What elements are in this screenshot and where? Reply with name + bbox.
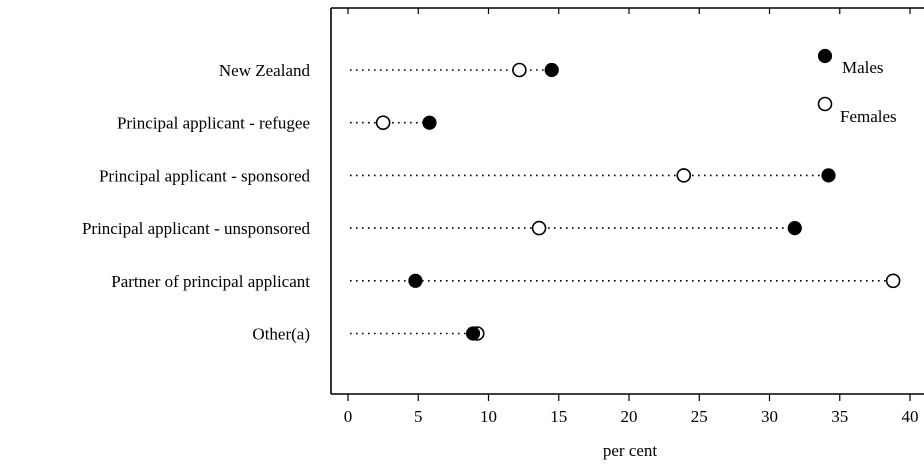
legend: Males Females — [817, 48, 897, 126]
x-tick-label: 10 — [480, 407, 497, 426]
female-point — [676, 168, 692, 183]
plot-frame — [330, 7, 924, 395]
legend-female-label: Females — [840, 107, 897, 126]
female-point — [512, 62, 527, 78]
data-points — [375, 62, 901, 341]
male-point — [821, 168, 836, 183]
x-tick-label: 20 — [621, 407, 638, 426]
female-point — [531, 220, 547, 236]
legend-male-label: Males — [842, 58, 884, 77]
x-tick-label: 30 — [761, 407, 778, 426]
x-tick-label: 0 — [344, 407, 353, 426]
male-point — [408, 273, 423, 288]
x-tick-label: 5 — [414, 407, 423, 426]
category-label: Principal applicant - sponsored — [99, 166, 311, 185]
category-labels: New Zealand Principal applicant - refugee… — [82, 61, 311, 344]
x-tick-label: 15 — [550, 407, 567, 426]
dot-guide-lines — [350, 69, 894, 335]
x-tick-label: 40 — [902, 407, 919, 426]
category-label: Partner of principal applicant — [111, 272, 310, 291]
x-axis: 0 5 10 15 20 25 30 35 40 — [344, 394, 919, 426]
category-label: Other(a) — [252, 325, 310, 344]
female-point — [885, 273, 901, 289]
category-label: New Zealand — [219, 61, 311, 80]
legend-male-marker — [817, 48, 833, 64]
category-label: Principal applicant - unsponsored — [82, 219, 311, 238]
x-tick-label: 25 — [691, 407, 708, 426]
top-axis-ticks — [347, 8, 911, 14]
female-point — [375, 115, 391, 130]
x-axis-title: per cent — [603, 441, 658, 460]
legend-female-marker — [817, 96, 833, 112]
x-tick-label: 35 — [831, 407, 848, 426]
male-point — [787, 221, 802, 236]
male-point — [422, 115, 437, 130]
male-point — [544, 62, 559, 78]
male-point — [465, 326, 481, 341]
category-label: Principal applicant - refugee — [117, 114, 310, 133]
